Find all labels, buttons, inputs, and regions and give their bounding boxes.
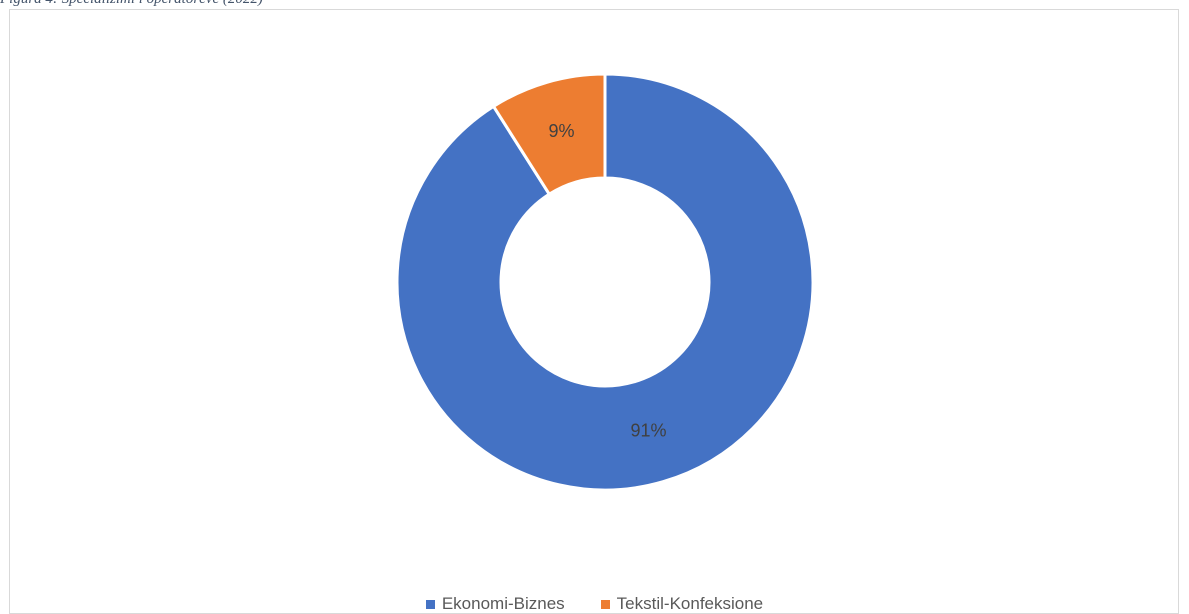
legend-item-tekstil-konfeksione: Tekstil-Konfeksione [600, 594, 764, 614]
legend-swatch-tekstil-konfeksione [600, 599, 610, 609]
data-label-ekonomi-biznes: 91% [631, 421, 667, 441]
slice-ekonomi-biznes [395, 72, 815, 492]
legend-label-ekonomi-biznes: Ekonomi-Biznes [441, 594, 565, 613]
figure-caption: Figura 4: Specializimi i operatorëve (20… [0, 0, 263, 8]
data-label-tekstil-konfeksione: 9% [548, 121, 574, 141]
legend-item-ekonomi-biznes: Ekonomi-Biznes [425, 594, 565, 614]
chart-legend: Ekonomi-Biznes Tekstil-Konfeksione [0, 594, 1189, 614]
legend-label-tekstil-konfeksione: Tekstil-Konfeksione [616, 594, 764, 613]
legend-swatch-ekonomi-biznes [425, 599, 435, 609]
slice-tekstil-konfeksione [491, 72, 607, 197]
